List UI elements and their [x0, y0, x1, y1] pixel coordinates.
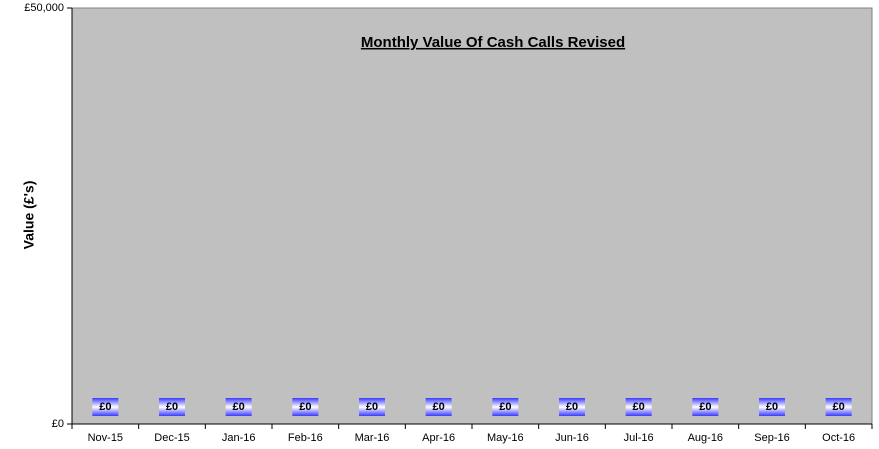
value-label: £0: [233, 401, 245, 413]
chart-title: Monthly Value Of Cash Calls Revised: [361, 34, 625, 51]
value-label-box: [159, 398, 185, 416]
value-label: £0: [633, 401, 645, 413]
plot-area: [71, 7, 873, 425]
value-label-box: [359, 398, 385, 416]
y-axis-label: Value (£'s): [21, 181, 37, 250]
x-tick-label: Mar-16: [355, 432, 390, 444]
value-label: £0: [366, 401, 378, 413]
x-tick-label: Aug-16: [688, 432, 723, 444]
y-tick-label: £0: [52, 418, 64, 430]
value-label: £0: [499, 401, 511, 413]
value-label: £0: [699, 401, 711, 413]
value-label-box: [559, 398, 585, 416]
x-tick-label: Apr-16: [422, 432, 455, 444]
value-label-box: [825, 398, 852, 416]
value-label: £0: [99, 401, 111, 413]
value-label-box: [492, 398, 519, 416]
value-label-box: [292, 398, 319, 416]
value-label-box: [625, 398, 652, 416]
value-label: £0: [299, 401, 311, 413]
value-label: £0: [166, 401, 178, 413]
x-tick-label: Jul-16: [624, 432, 654, 444]
value-label-box: [692, 398, 719, 416]
x-tick-label: Feb-16: [288, 432, 323, 444]
value-label: £0: [833, 401, 845, 413]
x-tick-label: May-16: [487, 432, 524, 444]
y-tick-label: £50,000: [24, 2, 64, 14]
value-label: £0: [566, 401, 578, 413]
value-label: £0: [433, 401, 445, 413]
value-label: £0: [766, 401, 778, 413]
value-label-box: [425, 398, 452, 416]
x-tick-label: Jun-16: [555, 432, 589, 444]
x-tick-label: Oct-16: [822, 432, 855, 444]
value-label-box: [92, 398, 119, 416]
value-label-box: [759, 398, 785, 416]
value-label-box: [225, 398, 252, 416]
x-tick-label: Jan-16: [222, 432, 256, 444]
x-tick-label: Nov-15: [88, 432, 123, 444]
x-tick-label: Dec-15: [154, 432, 189, 444]
x-tick-label: Sep-16: [754, 432, 789, 444]
